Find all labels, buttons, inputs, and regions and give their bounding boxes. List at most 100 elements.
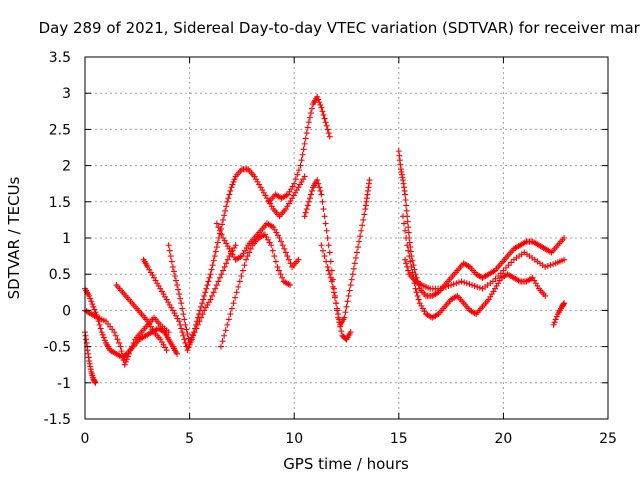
series-track-1 (82, 329, 99, 386)
data-point (268, 242, 275, 249)
data-point (232, 294, 239, 301)
data-point (165, 242, 172, 249)
data-point (203, 285, 210, 292)
data-point (241, 262, 248, 269)
data-point (218, 231, 225, 238)
data-point (315, 96, 322, 103)
data-point (316, 99, 323, 106)
data-point (325, 267, 332, 274)
data-point (179, 329, 186, 336)
data-point (212, 285, 219, 292)
data-point (295, 256, 302, 263)
data-point (326, 249, 333, 256)
series-track-3 (82, 307, 172, 368)
data-point (316, 184, 323, 191)
data-point (495, 273, 502, 280)
data-point (317, 101, 324, 108)
data-point (466, 281, 473, 288)
data-point (171, 273, 178, 280)
data-point (442, 283, 449, 290)
plot-area (82, 93, 568, 386)
data-point (185, 344, 192, 351)
data-point (321, 115, 328, 122)
data-point (180, 311, 187, 318)
series-track-15 (550, 300, 568, 328)
data-point (89, 301, 96, 308)
data-point (201, 292, 208, 299)
data-point (101, 337, 108, 344)
data-point (453, 280, 460, 287)
x-tick-label: 20 (494, 431, 512, 447)
data-point (351, 260, 358, 267)
data-point (188, 334, 195, 341)
data-point (181, 336, 188, 343)
data-point (413, 289, 420, 296)
data-point (99, 331, 106, 338)
data-point (463, 280, 470, 287)
data-point (191, 325, 198, 332)
data-point (489, 278, 496, 285)
data-point (90, 303, 97, 310)
data-point (285, 256, 292, 263)
data-point (335, 311, 342, 318)
data-point (308, 105, 315, 112)
data-point (341, 314, 348, 321)
data-point (291, 180, 298, 187)
data-point (170, 268, 177, 275)
data-point (350, 265, 357, 272)
data-point (282, 249, 289, 256)
data-point (197, 307, 204, 314)
data-point (315, 180, 322, 187)
data-point (214, 239, 221, 246)
data-point (317, 187, 324, 194)
data-point (238, 273, 245, 280)
data-point (314, 177, 321, 184)
data-point (305, 198, 312, 205)
data-point (276, 235, 283, 241)
data-point (209, 262, 216, 269)
data-point (96, 321, 103, 328)
data-point (91, 306, 98, 313)
data-point (403, 260, 410, 267)
data-point (328, 278, 335, 285)
data-point (319, 247, 326, 254)
data-point (179, 305, 186, 312)
y-tick-labels: -1.5 -1 -0.5 0 0.5 1 1.5 2 2.5 3 3.5 (44, 50, 71, 428)
data-point (221, 212, 228, 219)
data-point (166, 247, 173, 254)
series-track-14 (402, 249, 568, 292)
data-point (320, 206, 327, 213)
x-tick-labels: 0 5 10 15 20 25 (81, 431, 617, 447)
data-point (274, 263, 281, 270)
series-track-6 (165, 166, 308, 346)
data-point (229, 181, 236, 188)
data-point (307, 110, 314, 117)
data-point (333, 300, 340, 307)
data-point (230, 178, 237, 185)
data-point (402, 196, 409, 203)
data-point (95, 318, 102, 325)
data-point (399, 213, 406, 220)
data-point (279, 242, 286, 249)
data-point (226, 191, 233, 198)
y-tick-label: 0.5 (49, 267, 71, 283)
data-point (184, 330, 191, 337)
data-point (303, 130, 310, 137)
data-point (177, 295, 184, 302)
data-point (205, 278, 212, 285)
data-point (544, 263, 551, 270)
series-track-13 (399, 213, 549, 321)
data-point (194, 314, 201, 321)
data-point (284, 253, 291, 260)
series-track-7 (213, 220, 302, 270)
data-point (552, 316, 559, 323)
data-point (121, 361, 128, 368)
data-point (550, 321, 557, 328)
data-point (469, 282, 476, 289)
data-point (450, 281, 457, 288)
data-point (244, 253, 251, 260)
data-point (301, 213, 308, 220)
data-point (87, 295, 94, 302)
data-point (276, 267, 283, 274)
